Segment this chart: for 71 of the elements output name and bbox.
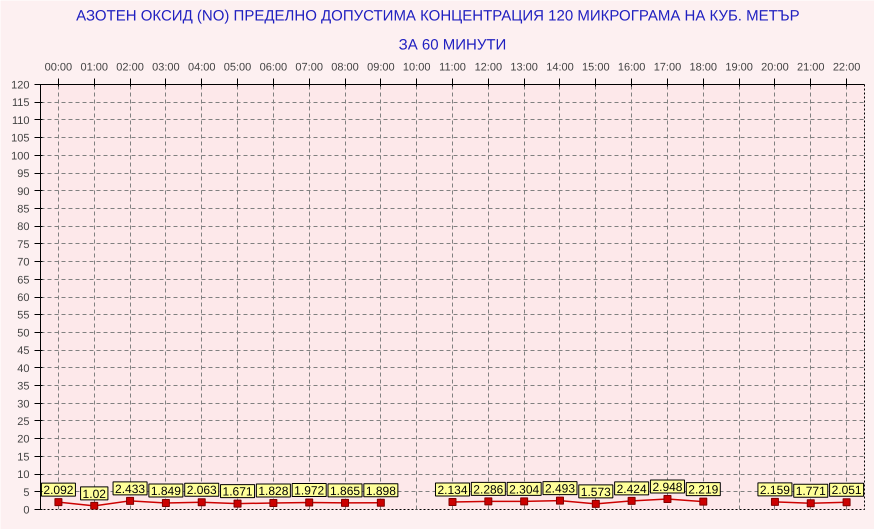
y-tick-label: 75	[17, 238, 30, 251]
y-tick-label: 65	[17, 274, 30, 286]
y-tick-label: 115	[12, 97, 30, 110]
data-label: 2.063	[186, 483, 218, 498]
data-label: 2.092	[43, 483, 74, 498]
y-tick-label: 0	[23, 504, 30, 516]
data-label: 1.671	[222, 484, 253, 499]
data-label: 1.849	[150, 484, 182, 498]
data-label: 2.051	[832, 483, 862, 498]
y-tick-label: 70	[17, 256, 30, 269]
x-tick-label: 15:00	[582, 62, 610, 74]
y-tick-label: 100	[11, 150, 30, 162]
data-label: 2.493	[544, 482, 576, 496]
x-tick-label: 09:00	[367, 62, 395, 74]
y-tick-label: 45	[17, 345, 30, 358]
x-tick-label: 00:00	[44, 62, 72, 74]
data-label: 1.02	[82, 486, 106, 501]
x-tick-label: 18:00	[690, 62, 718, 74]
y-tick-label: 20	[17, 434, 30, 446]
data-label: 2.433	[115, 482, 146, 496]
y-tick-label: 80	[17, 221, 30, 234]
data-label: 2.286	[473, 482, 504, 496]
y-tick-label: 10	[17, 469, 30, 482]
y-tick-label: 105	[11, 132, 30, 145]
x-tick-label: 21:00	[796, 62, 825, 74]
y-tick-label: 110	[12, 114, 30, 127]
x-tick-label: 13:00	[510, 62, 538, 74]
x-tick-label: 07:00	[295, 62, 323, 74]
y-tick-label: 50	[17, 327, 30, 340]
data-label: 2.948	[652, 480, 683, 494]
y-tick-label: 120	[11, 80, 30, 92]
x-tick-label: 10:00	[402, 62, 430, 74]
y-tick-label: 95	[17, 168, 30, 180]
y-tick-label: 15	[17, 451, 30, 464]
y-tick-label: 55	[17, 310, 30, 322]
data-label: 2.304	[509, 482, 540, 496]
y-tick-label: 60	[17, 292, 30, 304]
y-tick-label: 35	[17, 380, 30, 393]
data-label: 2.159	[760, 482, 790, 497]
x-tick-label: 11:00	[439, 62, 466, 74]
data-label: 1.865	[330, 484, 360, 498]
data-label: 2.424	[616, 482, 647, 496]
x-tick-label: 14:00	[546, 62, 574, 74]
y-tick-label: 85	[17, 203, 30, 216]
data-label: 1.972	[294, 484, 325, 498]
x-tick-label: 20:00	[761, 62, 789, 74]
x-tick-label: 17:00	[654, 62, 682, 74]
y-tick-label: 5	[23, 486, 30, 499]
x-tick-label: 08:00	[331, 62, 359, 74]
data-label: 1.898	[366, 484, 396, 498]
data-label: 1.771	[796, 484, 826, 498]
data-label: 2.219	[688, 482, 719, 497]
x-tick-label: 05:00	[224, 62, 252, 74]
data-label: 1.573	[580, 484, 612, 499]
x-tick-label: 16:00	[618, 62, 646, 74]
x-tick-label: 06:00	[260, 62, 288, 74]
y-tick-label: 25	[17, 416, 30, 428]
y-tick-label: 90	[17, 186, 30, 198]
x-tick-label: 19:00	[725, 62, 753, 74]
data-label: 1.828	[258, 484, 289, 498]
x-tick-label: 04:00	[188, 62, 216, 74]
x-tick-label: 01:00	[80, 62, 108, 74]
x-tick-label: 03:00	[152, 62, 180, 74]
chart-subtitle: ЗА 60 МИНУТИ	[398, 36, 506, 54]
x-tick-label: 12:00	[474, 62, 502, 74]
y-tick-label: 30	[17, 398, 30, 410]
data-label: 2.134	[437, 482, 468, 497]
y-tick-label: 40	[17, 362, 30, 375]
chart-title: АЗОТЕН ОКСИД (NO) ПРЕДЕЛНО ДОПУСТИМА КОНЦЕНТРАЦИЯ 120 МИКРОГРАМА НА КУБ. МЕТЪР	[76, 8, 800, 24]
x-tick-label: 02:00	[116, 62, 144, 74]
x-tick-label: 22:00	[832, 62, 860, 74]
